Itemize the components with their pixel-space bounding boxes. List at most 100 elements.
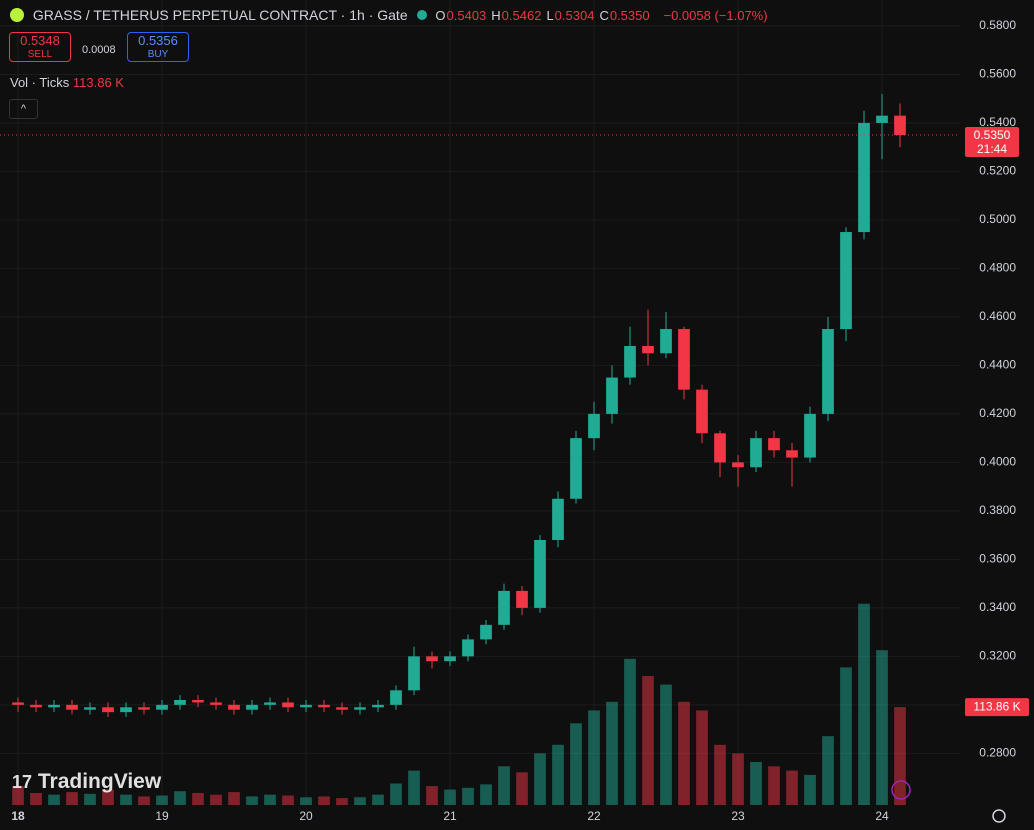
candle-body bbox=[714, 433, 726, 463]
candle-body bbox=[660, 329, 672, 354]
candle-body bbox=[84, 707, 96, 710]
y-tick-label: 0.4200 bbox=[979, 406, 1016, 420]
volume-bar bbox=[300, 797, 312, 805]
volume-bar bbox=[66, 792, 78, 805]
sell-label: SELL bbox=[27, 49, 53, 60]
volume-bar bbox=[642, 676, 654, 805]
candle-body bbox=[678, 329, 690, 390]
volume-bar bbox=[840, 667, 852, 805]
y-tick-label: 0.3400 bbox=[979, 600, 1016, 614]
candle-body bbox=[102, 707, 114, 713]
candle-body bbox=[408, 656, 420, 691]
change: −0.0058 (−1.07%) bbox=[663, 8, 768, 23]
candle-body bbox=[48, 704, 60, 708]
candle-body bbox=[642, 346, 654, 354]
y-tick-label: 0.3600 bbox=[979, 552, 1016, 566]
volume-legend: Vol · Ticks 113.86 K bbox=[10, 75, 124, 90]
candle-body bbox=[696, 389, 708, 434]
candle-body bbox=[354, 707, 366, 710]
candle-body bbox=[804, 413, 816, 458]
y-tick-label: 0.5600 bbox=[979, 67, 1016, 81]
volume-bar bbox=[732, 753, 744, 805]
volume-bar bbox=[336, 798, 348, 805]
candle-body bbox=[876, 115, 888, 123]
y-tick-label: 0.5400 bbox=[979, 115, 1016, 129]
candle-body bbox=[336, 707, 348, 710]
legend-value: 0.5403 bbox=[446, 8, 487, 23]
legend-value: 0.5304 bbox=[554, 8, 595, 23]
volume-bar bbox=[516, 772, 528, 805]
symbol-icon bbox=[10, 8, 24, 22]
volume-bar bbox=[192, 792, 204, 805]
volume-bar bbox=[84, 793, 96, 805]
buy-button[interactable]: 0.5356 BUY bbox=[127, 32, 189, 62]
price-tag-time: 21:44 bbox=[977, 142, 1007, 156]
y-tick-label: 0.4600 bbox=[979, 309, 1016, 323]
volume-bar bbox=[534, 753, 546, 805]
volume-bar bbox=[570, 723, 582, 805]
candle-body bbox=[192, 700, 204, 703]
logo: 17 TradingView bbox=[12, 770, 162, 793]
price-tag-label: 0.5350 bbox=[974, 128, 1011, 142]
sell-button[interactable]: 0.5348 SELL bbox=[9, 32, 71, 62]
volume-bar bbox=[750, 762, 762, 805]
candle-body bbox=[246, 704, 258, 710]
candle-body bbox=[606, 377, 618, 414]
volume-bar bbox=[498, 766, 510, 805]
candle-body bbox=[570, 438, 582, 499]
candle-body bbox=[300, 704, 312, 708]
alert-icon bbox=[891, 780, 911, 800]
spread: 0.0008 bbox=[82, 44, 116, 56]
x-tick-label: 19 bbox=[155, 809, 169, 823]
collapse-button[interactable]: ^ bbox=[9, 99, 38, 119]
volume-bar bbox=[48, 794, 60, 805]
candle-body bbox=[282, 702, 294, 708]
sell-price: 0.5348 bbox=[20, 33, 60, 48]
volume-bar bbox=[174, 791, 186, 805]
x-tick-label: 21 bbox=[443, 809, 457, 823]
candle-body bbox=[210, 702, 222, 705]
candle-body bbox=[264, 702, 276, 705]
volume-bar bbox=[804, 774, 816, 805]
title: GRASS / TETHERUS PERPETUAL CONTRACT · 1h… bbox=[32, 7, 408, 23]
volume-bar bbox=[444, 789, 456, 805]
volume-bar bbox=[102, 789, 114, 805]
volume-bar bbox=[552, 744, 564, 805]
candle-body bbox=[588, 413, 600, 439]
y-tick-label: 0.2800 bbox=[979, 746, 1016, 760]
legend: O0.5403 H0.5462 L0.5304 C0.5350 bbox=[435, 8, 654, 23]
candle-body bbox=[822, 329, 834, 414]
volume-bar bbox=[786, 770, 798, 805]
volume-bar bbox=[30, 792, 42, 805]
buy-label: BUY bbox=[147, 49, 169, 60]
volume-bar bbox=[372, 794, 384, 805]
volume-bar bbox=[408, 770, 420, 805]
legend-value: 0.5462 bbox=[501, 8, 542, 23]
candle-body bbox=[462, 639, 474, 657]
buy-price: 0.5356 bbox=[138, 33, 178, 48]
candle-body bbox=[624, 346, 636, 378]
candle-body bbox=[480, 624, 492, 640]
candle-body bbox=[120, 707, 132, 713]
volume-bar bbox=[876, 650, 888, 805]
volume-bar bbox=[12, 786, 24, 805]
candle-body bbox=[12, 702, 24, 705]
y-tick-label: 0.3800 bbox=[979, 503, 1016, 517]
candle-body bbox=[156, 704, 168, 710]
candle-body bbox=[318, 704, 330, 708]
y-tick-label: 0.4400 bbox=[979, 358, 1016, 372]
header: GRASS / TETHERUS PERPETUAL CONTRACT · 1h… bbox=[10, 7, 773, 23]
candle-body bbox=[444, 656, 456, 662]
candle-body bbox=[498, 590, 510, 625]
volume-bar bbox=[120, 794, 132, 805]
candle-body bbox=[372, 704, 384, 708]
y-tick-label: 0.3200 bbox=[979, 649, 1016, 663]
legend-key: L bbox=[546, 8, 554, 23]
candle-body bbox=[174, 700, 186, 705]
price-tag bbox=[965, 127, 1019, 158]
volume-bar bbox=[696, 710, 708, 805]
x-tick-label: 20 bbox=[299, 809, 313, 823]
candle-body bbox=[138, 707, 150, 710]
